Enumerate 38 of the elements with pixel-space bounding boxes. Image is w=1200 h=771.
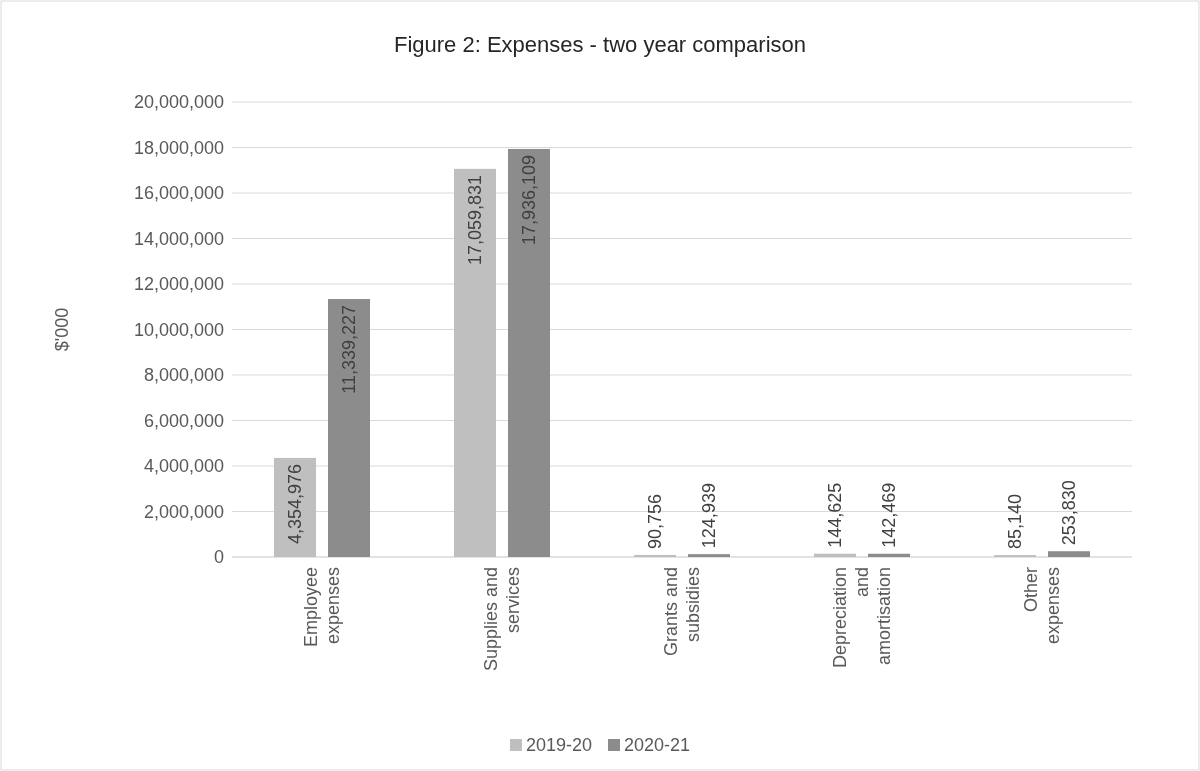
data-label: 17,936,109 [519, 154, 539, 246]
y-tick-label: 8,000,000 [143, 365, 224, 386]
x-tick-label: Employee expenses [301, 567, 343, 648]
x-tick-label: Supplies and services [481, 567, 523, 672]
data-label: 17,059,831 [465, 174, 485, 265]
y-tick-label: 16,000,000 [133, 183, 224, 204]
y-axis-title: $'000 [52, 307, 72, 352]
legend-label: 2020-21 [624, 735, 691, 755]
bar [868, 553, 910, 557]
chart-title: Figure 2: Expenses - two year comparison [393, 32, 807, 57]
data-label: 253,830 [1059, 480, 1079, 546]
data-label: 144,625 [825, 482, 845, 548]
legend-label: 2019-20 [525, 735, 592, 755]
bar [454, 168, 496, 557]
data-label: 85,140 [1005, 494, 1025, 550]
y-tick-label: 0 [213, 547, 224, 568]
x-tick-label: Other expenses [1021, 567, 1063, 645]
bar [1048, 551, 1090, 557]
y-tick-label: 10,000,000 [133, 319, 224, 340]
bar [328, 299, 370, 557]
bar [688, 554, 730, 557]
data-label: 11,339,227 [339, 305, 359, 394]
data-label: 4,354,976 [285, 463, 305, 544]
bar [508, 148, 550, 557]
data-label: 124,939 [699, 483, 719, 549]
x-tick-label: Grants and subsidies [661, 567, 703, 657]
y-tick-label: 20,000,000 [133, 92, 224, 113]
y-tick-label: 18,000,000 [133, 137, 224, 158]
bar [814, 553, 856, 557]
y-tick-label: 12,000,000 [133, 274, 224, 295]
bar [634, 554, 676, 557]
y-tick-label: 14,000,000 [133, 228, 224, 249]
y-tick-label: 6,000,000 [143, 410, 224, 431]
x-tick-label: Depreciation and amortisation [830, 567, 894, 669]
y-tick-label: 2,000,000 [143, 501, 224, 522]
y-tick-label: 4,000,000 [143, 456, 224, 477]
data-label: 90,756 [645, 493, 665, 549]
data-label: 142,469 [879, 482, 899, 548]
